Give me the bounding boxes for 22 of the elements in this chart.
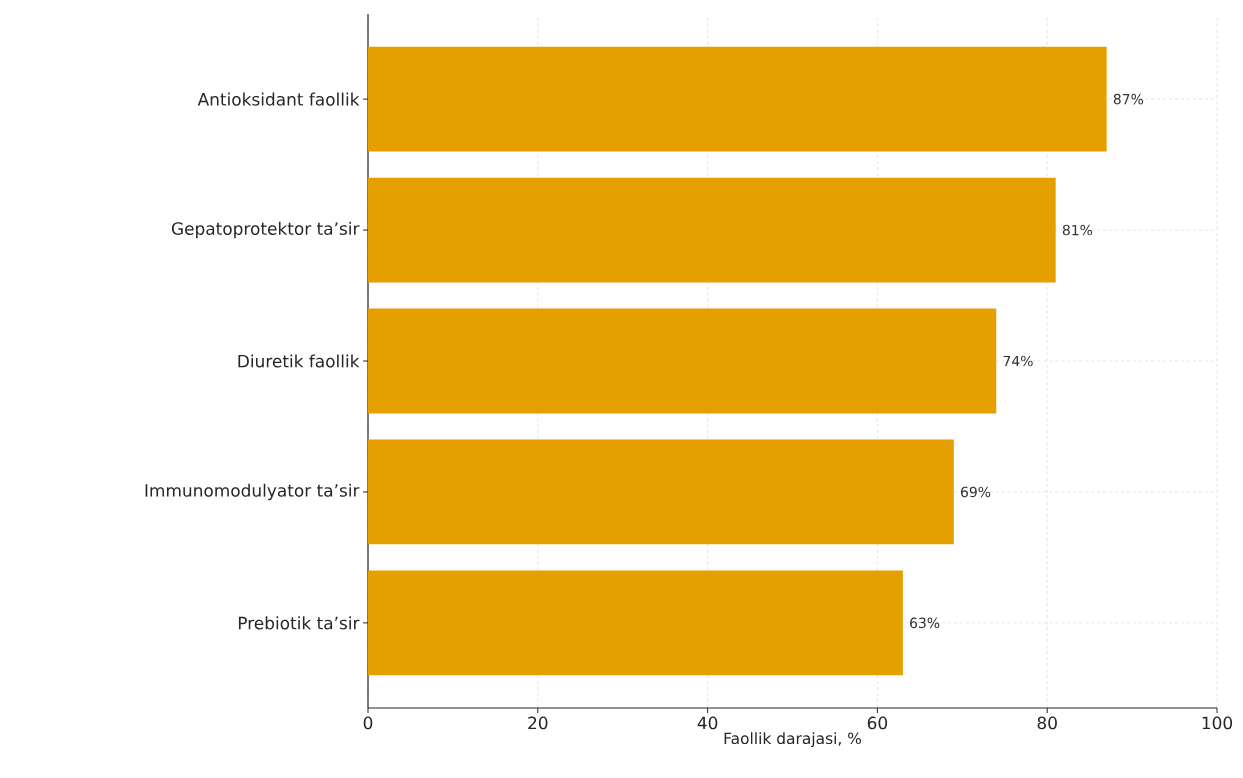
- data-label: 63%: [910, 617, 940, 629]
- bar: [368, 570, 903, 676]
- data-label: 81%: [1062, 224, 1093, 236]
- data-label: 87%: [1113, 93, 1144, 105]
- data-label: 74%: [1003, 355, 1033, 367]
- y-tick-label: Immunomodulyator ta’sir: [145, 483, 360, 501]
- y-tick-label: Diuretik faollik: [238, 354, 360, 368]
- x-tick-label: 0: [363, 716, 373, 730]
- x-tick-label: 40: [697, 716, 718, 730]
- x-axis-title: Faollik darajasi, %: [724, 732, 862, 748]
- bar: [368, 177, 1056, 283]
- x-tick-label: 20: [528, 716, 548, 730]
- x-tick-label: 60: [867, 716, 888, 730]
- y-tick-label: Prebiotik ta’sir: [238, 616, 360, 630]
- data-label: 69%: [960, 486, 991, 498]
- bar: [368, 46, 1107, 152]
- y-tick-label: Antioksidant faollik: [197, 92, 360, 106]
- y-tick-label: Gepatoprotektor ta’sir: [171, 221, 360, 239]
- bar: [368, 308, 997, 414]
- bar: [368, 439, 954, 545]
- x-tick-label: 80: [1037, 716, 1057, 730]
- x-tick-label: 100: [1202, 716, 1233, 730]
